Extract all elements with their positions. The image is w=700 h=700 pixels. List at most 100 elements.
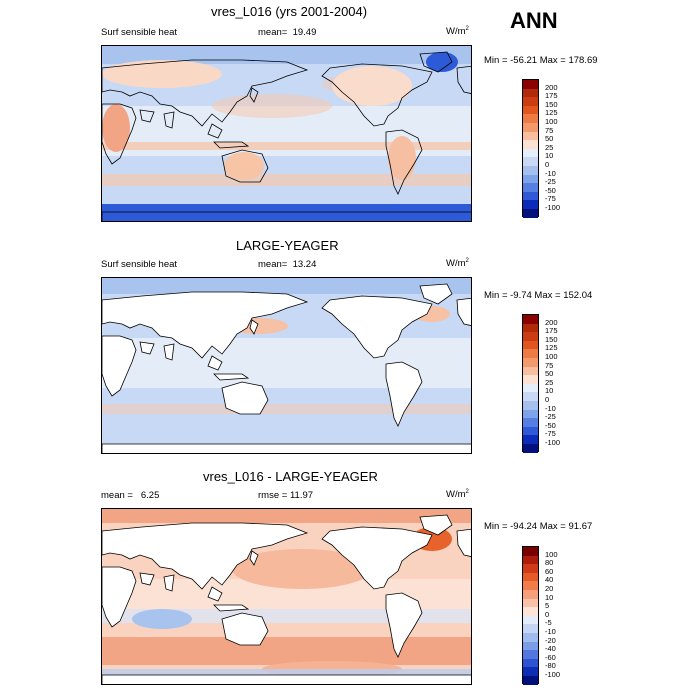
panel1-colorbar-cell: [523, 157, 538, 166]
panel1-colorbar-cell: [523, 131, 538, 141]
panel1-colorbar-cell: [523, 80, 538, 89]
land-outline: [221, 612, 269, 646]
panel3-colorbar-tick: -20: [545, 635, 556, 645]
panel2-title: LARGE-YEAGER: [236, 238, 339, 253]
land-outline: [139, 341, 155, 355]
land-outline: [249, 550, 259, 566]
coastline: [385, 129, 423, 195]
panel1-colorbar-cell: [523, 200, 538, 209]
panel3-rmse-label: rmse =: [258, 490, 288, 501]
panel3-mean-label: mean =: [101, 490, 133, 501]
panel2-mean-value: 13.24: [292, 259, 317, 270]
panel2-colorbar-tick: 150: [545, 334, 558, 344]
panel2-colorbar-cell: [523, 409, 538, 419]
coastline: [456, 65, 471, 94]
coastline: [102, 211, 471, 221]
panel2-colorbar-tick: 200: [545, 317, 558, 327]
panel3-colorbar-tick: 80: [545, 558, 554, 568]
panel2-colorbar: [522, 314, 539, 453]
panel3-map: [101, 508, 472, 685]
panel2-colorbar-tick: 175: [545, 326, 558, 336]
panel1-colorbar-cell: [523, 88, 538, 98]
panel3-units-text: W/m: [446, 489, 466, 501]
panel2-units-sup: 2: [465, 258, 469, 264]
panel3-mean: mean = 6.25: [101, 490, 159, 501]
panel1-colorbar-tick: 10: [545, 151, 554, 161]
season-label: ANN: [510, 8, 558, 33]
panel3-colorbar-cell: [523, 589, 538, 599]
panel3-units: W/m2: [446, 489, 469, 500]
panel1-colorbar-cell: [523, 208, 538, 218]
panel1-mean-label: mean=: [258, 27, 288, 38]
coastline: [163, 111, 175, 129]
panel2-colorbar-tick: 125: [545, 343, 558, 353]
panel3-units-sup: 2: [465, 489, 469, 495]
panel1-map: [101, 45, 472, 222]
land-outline: [102, 291, 309, 359]
panel3-colorbar-cell: [523, 607, 538, 616]
panel2-colorbar-tick: -50: [545, 420, 556, 430]
land-outline: [163, 343, 175, 361]
land-outline: [221, 381, 269, 415]
land-outline: [207, 355, 223, 371]
panel1-colorbar-tick: 100: [545, 117, 558, 126]
panel2-colorbar-cell: [523, 340, 538, 350]
land-outline: [102, 335, 137, 397]
land-outline: [321, 295, 433, 359]
panel2-colorbar-cell: [523, 332, 538, 341]
map-field: [102, 46, 471, 221]
land-outline: [102, 674, 471, 684]
panel2-colorbar-tick: 50: [545, 369, 554, 379]
panel1-colorbar: [522, 79, 539, 218]
panel3-colorbar-tick: -100: [545, 670, 561, 679]
panel3-colorbar-tick: 20: [545, 584, 554, 593]
panel2-colorbar-cell: [523, 375, 538, 384]
panel1-colorbar-tick: -25: [545, 177, 556, 187]
panel3-colorbar-cell: [523, 615, 538, 625]
coastline: [207, 123, 223, 139]
panel1-units: W/m2: [446, 26, 469, 37]
panel3-title: vres_L016 - LARGE-YEAGER: [203, 469, 378, 484]
coastline: [419, 51, 453, 73]
panel3-colorbar-cell: [523, 564, 538, 573]
panel3-colorbar-cell: [523, 547, 538, 556]
panel3-rmse-value: 11.97: [289, 490, 314, 501]
panel3-rmse: rmse = 11.97: [258, 490, 313, 501]
panel2-colorbar-tick: 100: [545, 352, 558, 361]
panel3-colorbar-cell: [523, 658, 538, 668]
coastline: [102, 103, 137, 165]
panel3-colorbar-cell: [523, 624, 538, 633]
land-outline: [207, 586, 223, 602]
land-outline: [163, 574, 175, 592]
panel3-colorbar-tick: 10: [545, 592, 554, 602]
panel1-colorbar-cell: [523, 191, 538, 201]
panel1-colorbar-tick: 50: [545, 134, 554, 144]
panel3-colorbar-cell: [523, 632, 538, 642]
panel1-colorbar-cell: [523, 140, 538, 149]
panel2-colorbar-cell: [523, 315, 538, 324]
land-outline: [456, 297, 471, 326]
panel1-colorbar-cell: [523, 122, 538, 132]
panel3-colorbar-tick: -80: [545, 661, 556, 671]
panel1-units-text: W/m: [446, 26, 466, 38]
panel3-colorbar-tick: -60: [545, 652, 556, 662]
panel1-colorbar-tick: 0: [545, 160, 550, 169]
panel1-colorbar-tick: 200: [545, 82, 558, 92]
panel3-colorbar-tick: -40: [545, 644, 556, 654]
panel2-colorbar-tick: 0: [545, 395, 550, 404]
panel3-colorbar-tick: 100: [545, 549, 558, 559]
panel2-colorbar-cell: [523, 418, 538, 427]
panel3-colorbar-tick: 40: [545, 575, 554, 585]
panel2-colorbar-cell: [523, 400, 538, 410]
panel1-colorbar-tick: -75: [545, 194, 556, 204]
land-outline: [102, 443, 471, 453]
panel1-colorbar-cell: [523, 174, 538, 184]
panel1-minmax: Min = -56.21 Max = 178.69: [484, 55, 598, 66]
land-outline: [385, 361, 423, 427]
panel3-mean-value: 6.25: [140, 490, 160, 501]
land-outline: [456, 528, 471, 557]
panel2-colorbar-cell: [523, 392, 538, 401]
panel2-colorbar-cell: [523, 426, 538, 436]
map-field: [102, 509, 471, 684]
panel1-colorbar-cell: [523, 165, 538, 175]
